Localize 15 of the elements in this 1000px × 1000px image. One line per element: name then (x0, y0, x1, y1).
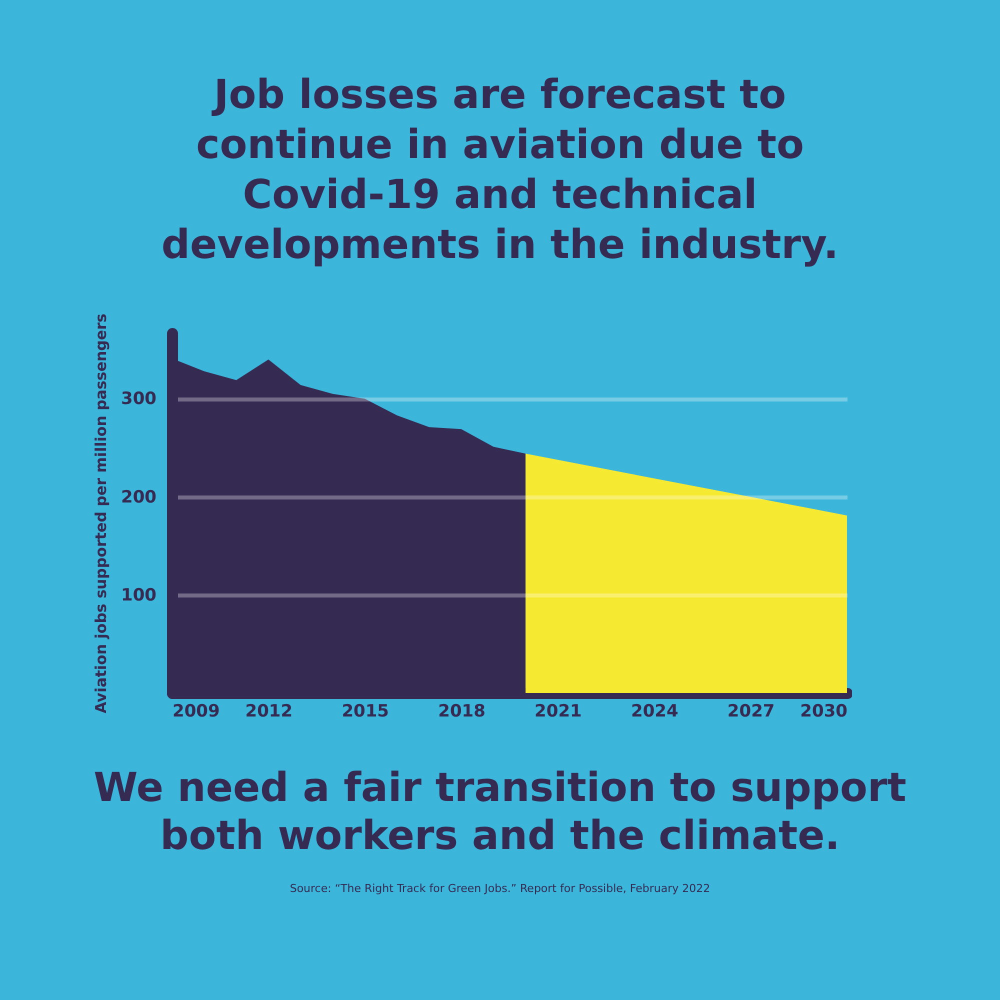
x-tick-label: 2012 (245, 702, 293, 722)
y-axis-title: Aviation jobs supported per million passengers (92, 314, 110, 714)
x-tick-label: 2027 (727, 702, 775, 722)
y-tick-label: 100 (121, 585, 157, 606)
source-note: Source: “The Right Track for Green Jobs.” Report for Possible, February 2022 (288, 882, 712, 895)
x-tick-label: 2030 (800, 702, 848, 722)
x-tick-label: 2024 (630, 702, 678, 722)
x-tick-label: 2021 (534, 702, 582, 722)
chart-title: Job losses are forecast to continue in aviation due to Covid-19 and technical developments in the industry. (160, 71, 840, 270)
text: We need a fair transition to support both workers and the climate. (92, 764, 908, 860)
x-tick-label: 2015 (342, 702, 390, 722)
y-tick-label: 200 (121, 487, 157, 508)
y-tick-label: 300 (121, 389, 157, 410)
x-tick-label: 2009 (172, 702, 220, 722)
x-tick-label: 2018 (438, 702, 486, 722)
